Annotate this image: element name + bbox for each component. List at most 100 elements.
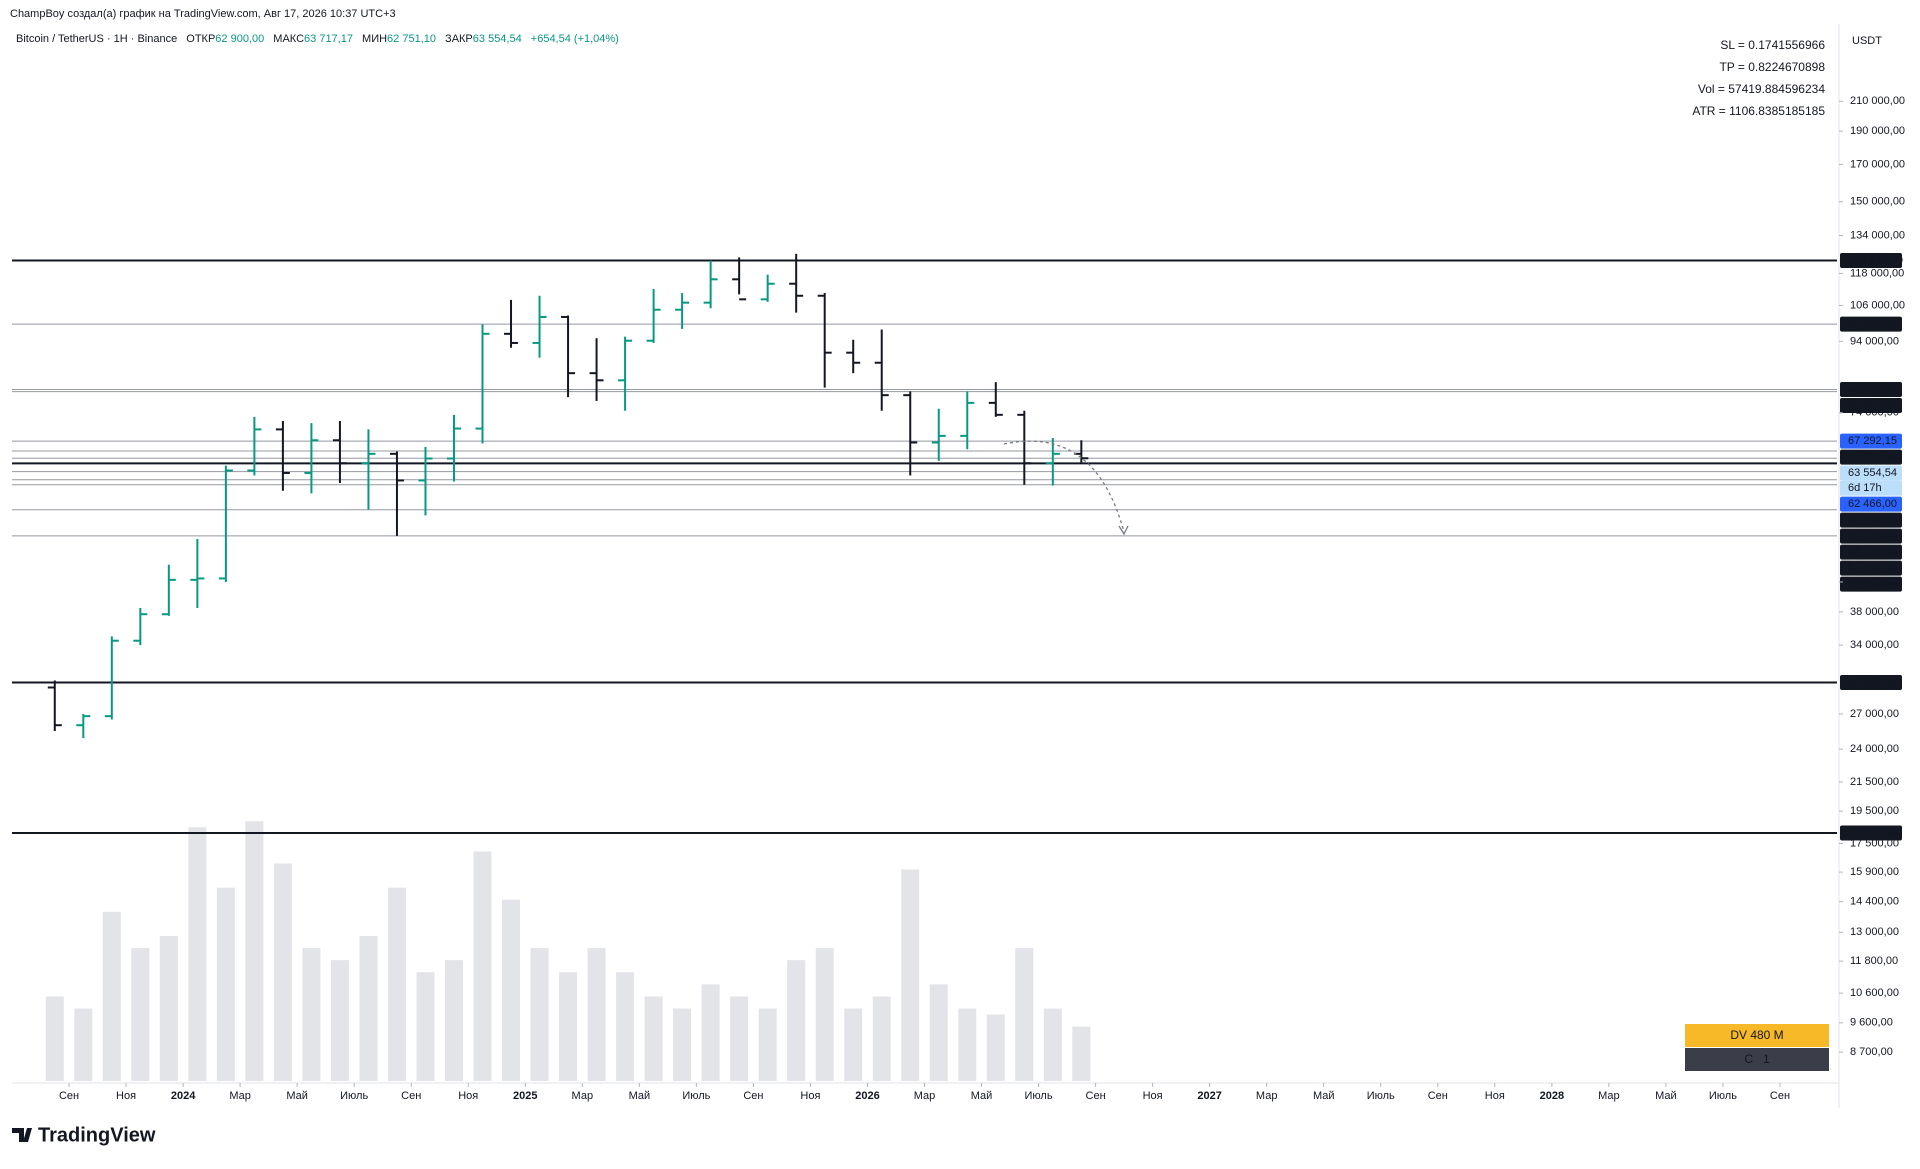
level-label: 30 000,00 [1848,676,1897,688]
x-tick-label: Июль [340,1090,368,1102]
open-value: 62 900,00 [215,33,264,45]
x-tick-label: Июль [1709,1090,1737,1102]
level-label: 58 150,55 [1848,546,1897,558]
volume-bar [188,827,207,1081]
y-tick-label: 134 000,00 [1850,229,1905,241]
level-label-box [1840,825,1902,841]
y-tick-label: 106 000,00 [1850,299,1905,311]
volume-bar [844,1008,863,1081]
level-label-box [1840,576,1902,592]
volume-bar [616,972,635,1081]
level-label-box [1840,449,1902,465]
level-label-box [1840,433,1902,449]
volume-bar [416,972,435,1081]
y-tick-label: 17 500,00 [1850,837,1899,849]
y-tick-label: 118 000,00 [1850,267,1904,279]
y-tick-label: 210 000,00 [1850,95,1905,107]
high-value: 63 717,17 [304,33,353,45]
volume-bar [473,851,492,1081]
x-tick-label: 2026 [855,1090,879,1102]
x-tick-label: Май [629,1090,651,1102]
x-tick-label: 2024 [171,1090,196,1102]
y-tick-label: 13 000,00 [1850,926,1899,938]
y-tick-label: 34 000,00 [1850,639,1899,651]
level-label-box [1840,253,1902,269]
levels: 123 218,00 99 588,01 80 000,00 79 424,00 67 … [12,253,1903,841]
low-label: МИН [362,33,387,45]
x-tick-label: Сен [1086,1090,1106,1102]
level-label: 123 218,00 [1848,254,1903,266]
x-tick-label: Июль [1367,1090,1395,1102]
level-label: 53 485,93 [1848,562,1897,574]
volume-bar [701,984,720,1081]
volume-bar [302,948,321,1081]
countdown-box [1840,480,1902,496]
x-tick-label: Июль [1025,1090,1053,1102]
badge-box [1685,1024,1829,1047]
volume-bar [159,936,178,1081]
volume-bar [273,863,292,1081]
indicator-text: Vol = 57419.884596234 [1698,82,1825,96]
x-tick-label: Май [971,1090,993,1102]
countdown-label: 6d 17h [1848,482,1882,494]
projection-arrow [1003,440,1125,533]
volume-bar [387,887,406,1081]
volume-bar [730,996,749,1081]
badge-box [1685,1048,1829,1071]
x-tick-label: Сен [401,1090,421,1102]
close-label: ЗАКР [445,33,473,45]
open-label: ОТКР [186,33,215,45]
y-tick-label: 21 500,00 [1850,776,1899,788]
y-tick-label: 150 000,00 [1850,196,1905,208]
level-label-box [1840,560,1902,576]
volume-bar [1043,1008,1062,1081]
x-tick-label: Мар [1256,1090,1278,1102]
level-label-box [1840,316,1902,332]
brand-name: TradingView [38,1124,156,1146]
level-label-box [1840,544,1902,560]
volume-bar [530,948,549,1081]
y-tick-label: 8 700,00 [1850,1046,1893,1058]
volume-bar [673,1008,692,1081]
level-label: 49 000,00 [1848,578,1897,590]
level-label-box [1840,465,1902,481]
symbol-line: Bitcoin / TetherUS · 1H · Binance ОТКР62… [16,33,619,45]
high-label: МАКС [273,33,304,45]
volume-bar [872,996,891,1081]
y-tick-label: 190 000,00 [1850,125,1905,137]
volume-bar [587,948,606,1081]
volume-bar [502,899,521,1081]
y-tick-label: 170 000,00 [1850,158,1905,170]
y-tick-label: 19 500,00 [1850,805,1899,817]
level-label: 59 130,91 [1848,530,1897,542]
x-tick-label: Май [286,1090,308,1102]
level-label: 60 769,66 [1848,514,1897,526]
y-tick-label: 24 000,00 [1850,743,1899,755]
level-label: 79 424,00 [1848,399,1897,411]
close-value: 63 554,54 [473,33,522,45]
y-tick-label: 14 400,00 [1850,896,1899,908]
level-label: 67 292,15 [1848,435,1897,447]
x-tick-label: Мар [572,1090,594,1102]
volume-bar [1015,948,1034,1081]
volume-bar [444,960,463,1081]
volume-bar [986,1014,1005,1081]
volume-bar [929,984,948,1081]
level-label: 99 588,01 [1848,318,1897,330]
volume-bar [102,911,121,1081]
volume-bar [644,996,663,1081]
volume-bar [359,936,378,1081]
volume-bar [216,887,235,1081]
y-tick-label: 38 000,00 [1850,606,1899,618]
x-tick-label: 2025 [513,1090,537,1102]
level-label: 18 125,98 [1848,827,1897,839]
indicator-panel: SL = 0.1741556966 TP = 0.8224670898 Vol = … [1692,38,1825,118]
x-tick-label: 2027 [1197,1090,1221,1102]
volume-bar [901,869,920,1081]
volume-bar [559,972,578,1081]
x-tick-label: Июль [682,1090,710,1102]
brand-icon [12,1128,32,1142]
indicator-text: TP = 0.8224670898 [1719,60,1825,74]
level-label-box [1840,528,1902,544]
